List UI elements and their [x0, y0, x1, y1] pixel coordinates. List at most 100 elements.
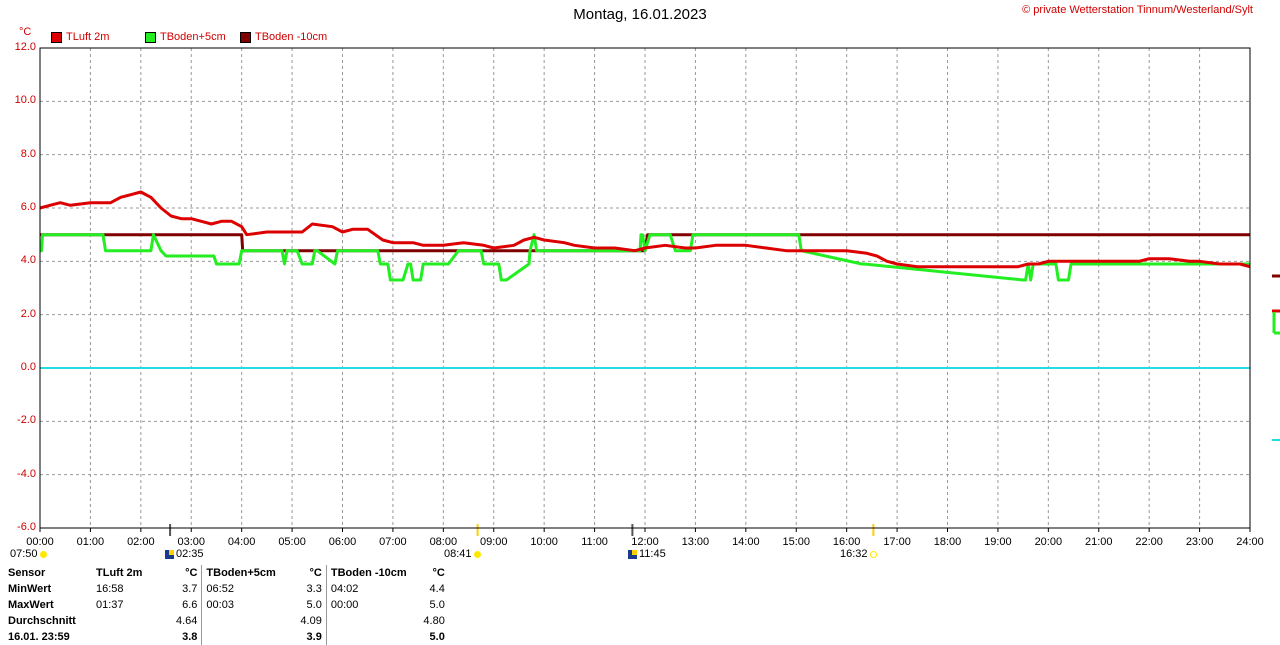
legend-item-tboden-10: TBoden -10cm	[240, 31, 327, 43]
y-tick-label: 10.0	[14, 94, 36, 107]
cell-value-tluft: 3.7	[182, 583, 198, 595]
x-tick-label: 19:00	[984, 536, 1012, 548]
cell-value-tluft: 4.64	[176, 615, 198, 627]
header-unit-tboden-10: °C	[432, 567, 445, 579]
moonrise-marker: 02:35	[165, 548, 204, 560]
cell-value-tluft: 3.8	[182, 631, 198, 643]
copyright-note: © private Wetterstation Tinnum/Westerlan…	[1022, 4, 1253, 16]
sun-noon-time: 08:41	[444, 548, 472, 560]
legend-swatch-tluft	[51, 31, 62, 43]
series-line-tluft-2m	[39, 190, 1251, 269]
header-unit-tluft: °C	[185, 567, 198, 579]
sun-icon	[39, 550, 47, 558]
y-tick-label: 12.0	[14, 41, 36, 53]
legend-item-tboden-5: TBoden+5cm	[145, 31, 226, 43]
x-tick-label: 21:00	[1084, 536, 1113, 548]
moonrise-time: 02:35	[176, 548, 204, 560]
row-label: 16.01. 23:59	[8, 631, 70, 643]
row-label: MaxWert	[8, 599, 54, 611]
x-tick-label: 07:00	[379, 536, 407, 548]
y-tick-label: 8.0	[20, 147, 36, 160]
x-tick-label: 22:00	[1135, 536, 1163, 548]
legend-swatch-tboden-10	[240, 31, 251, 43]
y-tick-label: -6.0	[17, 521, 36, 533]
cell-value-tboden-10: 5.0	[429, 631, 445, 643]
cell-value-tboden-5: 4.09	[300, 615, 322, 627]
header-tluft: TLuft 2m	[96, 567, 143, 579]
x-tick-label: 01:00	[76, 536, 105, 548]
moonset-marker: 11:45	[628, 548, 666, 560]
sun-icon	[473, 550, 481, 558]
y-tick-label: -4.0	[17, 467, 36, 480]
x-tick-label: 24:00	[1236, 536, 1264, 548]
sunset-marker: 16:32	[840, 548, 877, 560]
moonset-time: 11:45	[639, 548, 666, 560]
sunrise-time: 07:50	[10, 548, 38, 560]
x-tick-label: 04:00	[227, 536, 256, 548]
cell-time-tboden-5	[201, 629, 297, 645]
series-line-tboden-5cm	[40, 233, 1250, 282]
stats-row-average: Durchschnitt 4.64 4.09 4.80	[4, 613, 449, 629]
sunrise-marker: 07:50	[10, 548, 47, 560]
sunset-time: 16:32	[840, 548, 868, 560]
x-tick-label: 18:00	[933, 536, 962, 548]
y-tick-label: -2.0	[17, 414, 36, 427]
x-tick-label: 12:00	[631, 536, 659, 548]
cell-time-tluft: 01:37	[96, 599, 124, 611]
legend-label-tboden-10: TBoden -10cm	[255, 31, 328, 43]
row-label: MinWert	[8, 583, 52, 595]
x-tick-label: 08:00	[429, 536, 458, 548]
x-tick-label: 20:00	[1034, 536, 1063, 548]
y-tick-label: 6.0	[20, 201, 36, 213]
grid-lines	[39, 48, 1251, 536]
cell-time-tboden-10	[325, 613, 419, 629]
plot-area-frame	[39, 47, 1251, 529]
moon-icon	[165, 549, 174, 559]
right-side-indicators	[1272, 274, 1280, 441]
header-tboden-5: TBoden+5cm	[201, 565, 297, 581]
stats-row-max: MaxWert 01:37 6.6 00:03 5.0 00:00 5.0	[4, 597, 449, 613]
cell-time-tluft	[92, 613, 172, 629]
x-tick-label: 17:00	[883, 536, 911, 548]
cell-time-tboden-5	[201, 613, 297, 629]
header-sensor: Sensor	[8, 567, 46, 579]
cell-value-tboden-5: 3.3	[306, 583, 322, 595]
legend-swatch-tboden-5	[145, 31, 156, 43]
cell-value-tboden-10: 4.80	[423, 615, 445, 627]
cell-value-tboden-5: 3.9	[306, 631, 322, 643]
legend-label-tboden-5: TBoden+5cm	[160, 31, 226, 43]
cell-time-tluft	[92, 629, 172, 645]
y-tick-label: 2.0	[20, 307, 36, 320]
x-tick-label: 10:00	[530, 536, 558, 548]
x-tick-label: 03:00	[177, 536, 206, 548]
cell-value-tboden-10: 5.0	[429, 599, 445, 611]
x-tick-label: 14:00	[732, 536, 760, 548]
row-label: Durchschnitt	[8, 615, 76, 627]
x-tick-label: 16:00	[832, 536, 861, 548]
x-tick-label: 15:00	[782, 536, 811, 548]
legend-label-tluft: TLuft 2m	[66, 31, 110, 43]
x-tick-label: 09:00	[479, 536, 508, 548]
cell-time-tboden-5: 00:03	[201, 597, 297, 613]
y-axis-unit: °C	[19, 26, 32, 38]
cell-time-tboden-10: 00:00	[325, 597, 419, 613]
y-tick-label: 0.0	[20, 361, 36, 373]
legend-item-tluft: TLuft 2m	[51, 31, 109, 43]
x-tick-label: 23:00	[1185, 536, 1214, 548]
x-tick-label: 00:00	[26, 536, 54, 548]
x-tick-label: 11:00	[581, 536, 608, 548]
y-tick-label: 4.0	[20, 254, 36, 267]
cell-time-tluft: 16:58	[96, 583, 124, 595]
cell-time-tboden-5: 06:52	[201, 581, 297, 597]
x-tick-label: 05:00	[278, 536, 306, 548]
header-tboden-10: TBoden -10cm	[325, 565, 419, 581]
x-tick-label: 02:00	[127, 536, 155, 548]
stats-row-current: 16.01. 23:59 3.8 3.9 5.0	[4, 629, 449, 645]
series-lines	[39, 190, 1251, 369]
cell-value-tboden-10: 4.4	[429, 583, 445, 595]
header-unit-tboden-5: °C	[309, 567, 322, 579]
stats-header-row: Sensor TLuft 2m °C TBoden+5cm °C TBoden …	[4, 565, 449, 581]
statistics-table: Sensor TLuft 2m °C TBoden+5cm °C TBoden …	[4, 565, 449, 645]
x-tick-label: 13:00	[681, 536, 710, 548]
sun-outline-icon	[869, 550, 877, 558]
